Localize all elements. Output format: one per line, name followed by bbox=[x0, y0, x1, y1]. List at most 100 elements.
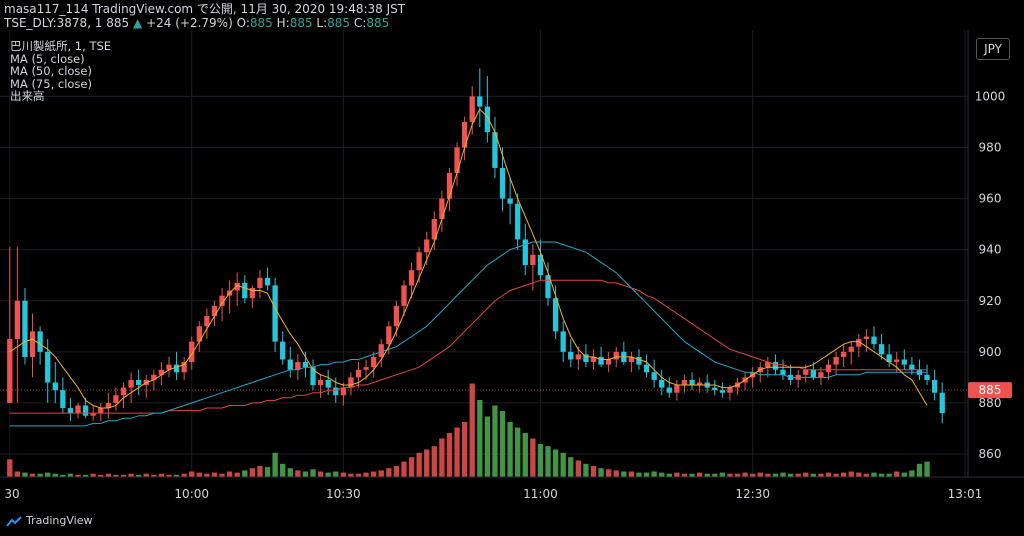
candle bbox=[204, 308, 210, 340]
current-price: 885 bbox=[106, 16, 130, 30]
candle-body bbox=[499, 167, 506, 199]
volume-bar bbox=[272, 452, 278, 477]
volume-bar bbox=[166, 474, 172, 477]
candle bbox=[484, 75, 491, 143]
price-tick-label: 980 bbox=[979, 140, 1002, 154]
candle bbox=[37, 326, 43, 365]
candle-body bbox=[105, 402, 111, 409]
candle-body bbox=[408, 270, 415, 286]
volume-bar bbox=[924, 461, 930, 477]
candle bbox=[355, 362, 362, 388]
legend-ma-5[interactable]: MA (5, close) bbox=[10, 51, 85, 66]
candle-body bbox=[181, 362, 187, 373]
volume-bar bbox=[82, 474, 89, 477]
candle bbox=[401, 280, 407, 317]
candle-body bbox=[249, 287, 256, 299]
candle bbox=[681, 374, 688, 393]
volume-bar bbox=[522, 433, 528, 477]
candle bbox=[856, 333, 862, 357]
candle-body bbox=[484, 106, 491, 133]
candle-body bbox=[128, 379, 134, 388]
volume-bar bbox=[105, 473, 111, 477]
candle bbox=[60, 377, 66, 414]
candle-body bbox=[446, 173, 453, 199]
candle-body bbox=[780, 369, 786, 375]
candle bbox=[598, 346, 604, 368]
volume-bar bbox=[750, 473, 756, 477]
volume-bar bbox=[158, 473, 165, 477]
candle-body bbox=[7, 339, 13, 403]
price-tick-label: 860 bbox=[979, 447, 1002, 461]
candle-body bbox=[393, 305, 400, 327]
candle-body bbox=[833, 356, 839, 365]
candle bbox=[196, 321, 202, 352]
volume-bar bbox=[636, 472, 642, 477]
volume-bar bbox=[29, 473, 36, 477]
candle-body bbox=[14, 300, 21, 340]
candle bbox=[643, 354, 650, 378]
volume-bar bbox=[537, 444, 544, 477]
volume-bar bbox=[264, 467, 271, 477]
candle-body bbox=[90, 413, 96, 416]
candle-body bbox=[939, 392, 945, 414]
candle-body bbox=[431, 219, 437, 240]
volume-bar bbox=[408, 457, 415, 477]
volume-bar bbox=[545, 446, 551, 477]
currency-button[interactable]: JPY bbox=[976, 38, 1010, 60]
volume-bar bbox=[211, 472, 218, 477]
candle bbox=[363, 359, 369, 380]
candle-body bbox=[818, 372, 824, 378]
candle bbox=[257, 270, 263, 299]
candle bbox=[583, 344, 589, 368]
candle bbox=[219, 287, 225, 322]
legend-ma-50[interactable]: MA (50, close) bbox=[10, 64, 92, 78]
candle bbox=[14, 247, 21, 403]
candle bbox=[136, 369, 142, 396]
volume-bar bbox=[886, 473, 892, 477]
candle bbox=[515, 193, 521, 250]
candle bbox=[340, 382, 346, 406]
candle bbox=[461, 116, 468, 161]
volume-bar bbox=[7, 459, 13, 477]
volume-bar bbox=[621, 471, 627, 477]
last-price-label: 885 bbox=[979, 383, 1002, 397]
candle bbox=[621, 341, 627, 365]
volume-bar bbox=[689, 473, 695, 477]
candle-body bbox=[295, 362, 301, 370]
candle bbox=[158, 362, 165, 386]
candle bbox=[477, 68, 483, 128]
up-arrow-icon: ▲ bbox=[133, 16, 143, 30]
legend-series[interactable]: 巴川製紙所, 1, TSE bbox=[10, 39, 112, 53]
candle-body bbox=[825, 364, 832, 373]
volume-bar bbox=[568, 457, 574, 477]
volume-bar bbox=[98, 474, 104, 477]
candle-body bbox=[29, 331, 36, 357]
indicator-legend: 巴川製紙所, 1, TSE MA (5, close) MA (50, clos… bbox=[10, 40, 111, 103]
candle bbox=[181, 356, 187, 380]
footer-brand[interactable]: TradingView bbox=[6, 514, 92, 527]
candle-body bbox=[477, 96, 483, 107]
candle bbox=[931, 369, 938, 401]
volume-bar bbox=[52, 473, 58, 477]
volume-bar bbox=[189, 471, 195, 477]
candle bbox=[628, 351, 635, 373]
candle bbox=[560, 321, 566, 363]
volume-bar bbox=[704, 473, 710, 477]
time-tick-label: 13:01 bbox=[948, 487, 983, 501]
volume-bar bbox=[234, 472, 240, 477]
candle bbox=[780, 359, 786, 380]
legend-volume[interactable]: 出来高 bbox=[10, 89, 45, 103]
volume-bar bbox=[507, 422, 513, 477]
candle-body bbox=[568, 351, 574, 360]
volume-bar bbox=[113, 474, 119, 477]
volume-bar bbox=[469, 383, 475, 477]
candle-body bbox=[280, 341, 286, 360]
volume-bar bbox=[674, 472, 680, 477]
close-value: 885 bbox=[366, 16, 390, 30]
candle bbox=[863, 328, 870, 352]
candlestick-series bbox=[7, 68, 945, 424]
legend-ma-75[interactable]: MA (75, close) bbox=[10, 76, 92, 91]
candle bbox=[674, 379, 680, 401]
volume-bar bbox=[302, 471, 309, 477]
